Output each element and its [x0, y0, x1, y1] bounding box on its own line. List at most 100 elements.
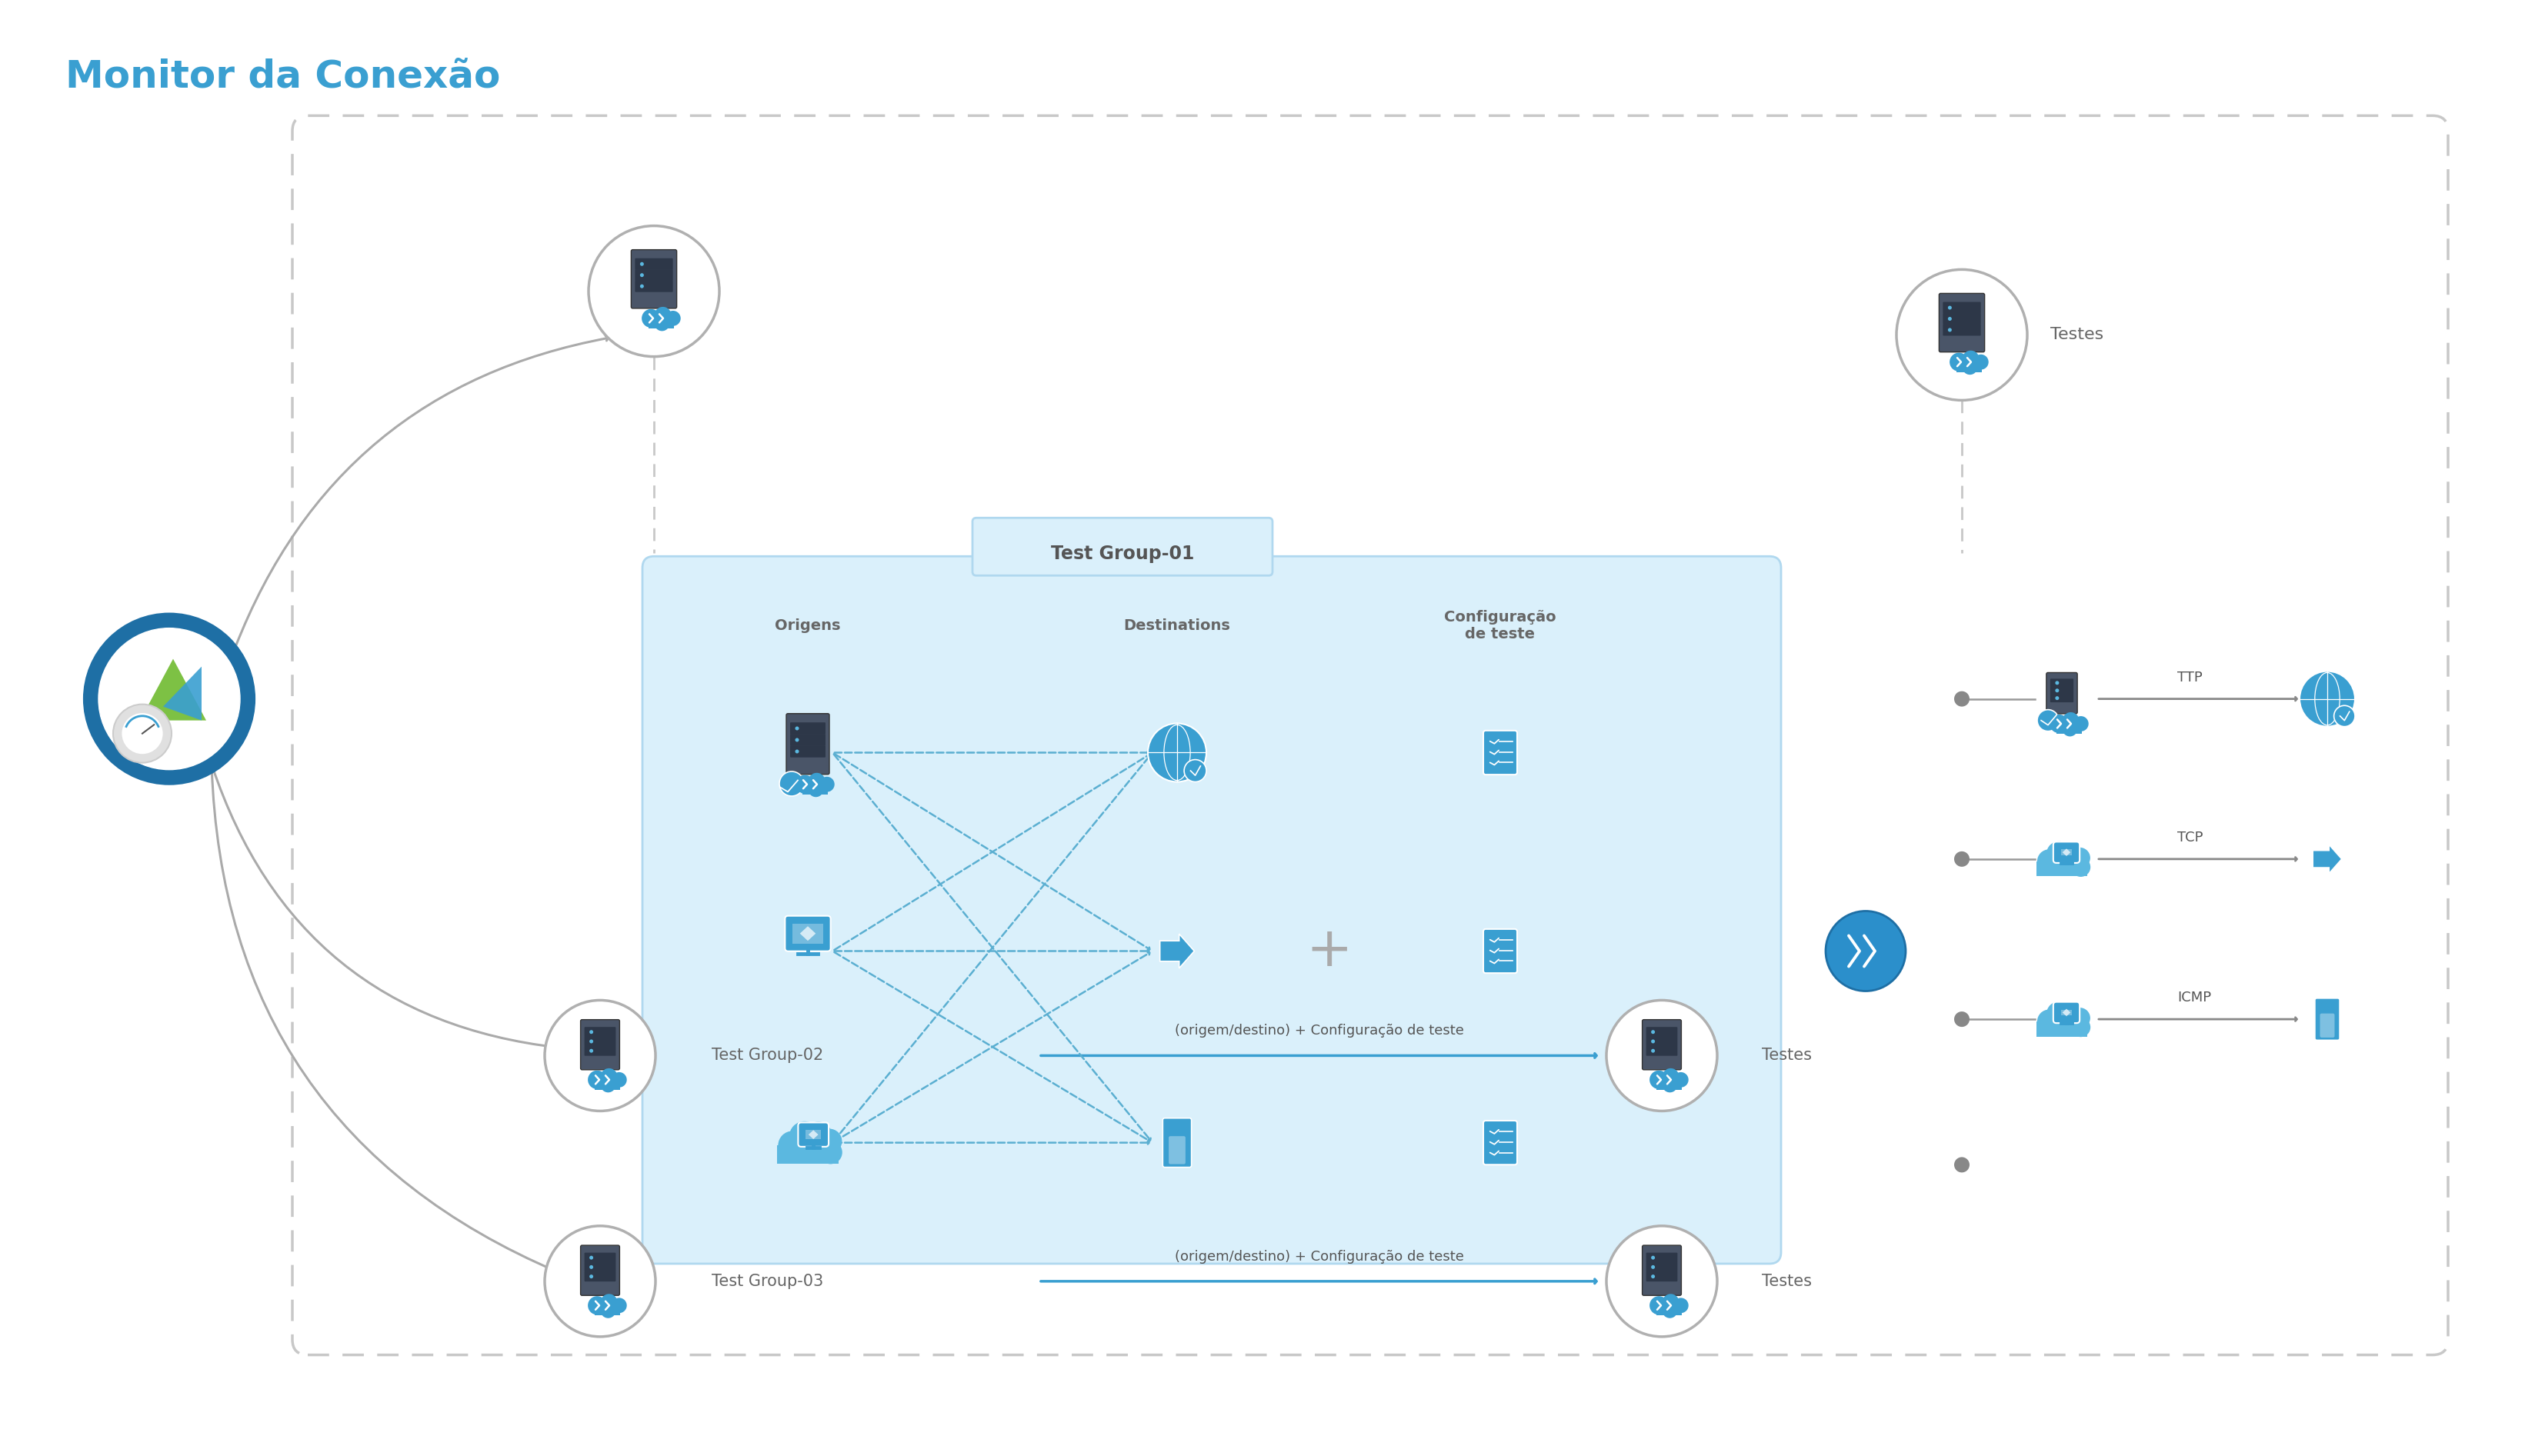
Circle shape [2063, 712, 2078, 729]
FancyBboxPatch shape [2055, 725, 2081, 734]
FancyBboxPatch shape [798, 1123, 828, 1147]
FancyBboxPatch shape [1482, 731, 1518, 775]
Circle shape [1651, 1040, 1654, 1044]
Text: Testes: Testes [2050, 328, 2103, 342]
Circle shape [86, 614, 255, 783]
Polygon shape [808, 1130, 818, 1139]
Text: Testes: Testes [1762, 1048, 1813, 1063]
Circle shape [808, 773, 826, 789]
Circle shape [2060, 1002, 2081, 1024]
Circle shape [1184, 760, 1207, 782]
Polygon shape [800, 926, 816, 941]
Circle shape [2055, 681, 2058, 684]
Circle shape [2045, 1002, 2073, 1026]
Text: Testes: Testes [1762, 1274, 1813, 1289]
Circle shape [2038, 709, 2058, 731]
FancyBboxPatch shape [790, 722, 826, 734]
Text: TCP: TCP [2177, 830, 2202, 844]
FancyBboxPatch shape [1641, 1245, 1682, 1296]
Circle shape [1975, 354, 1990, 370]
Circle shape [639, 284, 644, 288]
Text: Monitor da Conexão: Monitor da Conexão [66, 58, 500, 95]
Text: Destinations: Destinations [1124, 619, 1230, 633]
Circle shape [588, 1296, 606, 1315]
Polygon shape [139, 660, 207, 721]
Circle shape [121, 713, 162, 754]
FancyBboxPatch shape [583, 1026, 616, 1037]
Circle shape [1674, 1297, 1689, 1313]
Circle shape [639, 274, 644, 277]
FancyBboxPatch shape [2050, 686, 2073, 695]
FancyBboxPatch shape [1957, 364, 1982, 373]
FancyBboxPatch shape [2050, 695, 2073, 702]
Circle shape [818, 776, 833, 792]
Text: +: + [1305, 925, 1351, 977]
Circle shape [601, 1077, 616, 1092]
Circle shape [98, 628, 240, 770]
Polygon shape [2313, 844, 2341, 874]
FancyBboxPatch shape [2045, 673, 2078, 713]
Circle shape [588, 1274, 593, 1278]
Circle shape [667, 310, 682, 326]
Circle shape [2070, 847, 2091, 868]
FancyBboxPatch shape [1646, 1262, 1677, 1273]
FancyBboxPatch shape [2050, 678, 2073, 687]
Text: (origem/destino) + Configuração de teste: (origem/destino) + Configuração de teste [1174, 1024, 1464, 1038]
FancyBboxPatch shape [1939, 293, 1985, 352]
FancyBboxPatch shape [803, 786, 828, 795]
Circle shape [1954, 692, 1970, 706]
Text: Origens: Origens [775, 619, 841, 633]
Text: Configuração
de teste: Configuração de teste [1444, 610, 1555, 641]
FancyBboxPatch shape [1646, 1252, 1677, 1262]
Circle shape [1651, 1265, 1654, 1270]
FancyBboxPatch shape [641, 556, 1780, 1264]
FancyBboxPatch shape [2038, 1022, 2088, 1037]
Circle shape [654, 307, 672, 323]
Circle shape [1606, 1000, 1717, 1111]
Circle shape [1954, 852, 1970, 866]
FancyBboxPatch shape [1482, 929, 1518, 973]
FancyBboxPatch shape [785, 916, 831, 951]
FancyBboxPatch shape [581, 1245, 619, 1296]
FancyBboxPatch shape [581, 1019, 619, 1070]
Circle shape [545, 1000, 657, 1111]
Text: (origem/destino) + Configuração de teste: (origem/destino) + Configuração de teste [1174, 1249, 1464, 1264]
FancyBboxPatch shape [583, 1037, 616, 1047]
FancyBboxPatch shape [1646, 1026, 1677, 1037]
Circle shape [808, 782, 823, 796]
Circle shape [588, 1265, 593, 1270]
Circle shape [795, 727, 798, 731]
Circle shape [588, 1029, 593, 1034]
Circle shape [2038, 849, 2060, 874]
Circle shape [1947, 306, 1952, 310]
Circle shape [2055, 689, 2058, 693]
FancyBboxPatch shape [2315, 999, 2341, 1040]
Circle shape [1651, 1255, 1654, 1259]
FancyBboxPatch shape [583, 1045, 616, 1056]
Circle shape [2055, 696, 2058, 700]
Circle shape [1954, 1158, 1970, 1172]
Circle shape [2050, 715, 2068, 732]
FancyBboxPatch shape [1482, 1121, 1518, 1165]
Circle shape [805, 1121, 831, 1149]
Circle shape [1606, 1226, 1717, 1337]
FancyBboxPatch shape [793, 923, 823, 943]
Polygon shape [1159, 933, 1194, 968]
Text: TTP: TTP [2177, 670, 2202, 684]
Circle shape [1661, 1077, 1677, 1092]
FancyBboxPatch shape [649, 320, 674, 329]
Circle shape [611, 1297, 626, 1313]
FancyBboxPatch shape [1656, 1307, 1682, 1316]
Circle shape [2045, 842, 2073, 866]
Circle shape [1651, 1274, 1654, 1278]
Circle shape [601, 1069, 619, 1085]
FancyBboxPatch shape [2060, 849, 2073, 855]
FancyBboxPatch shape [1656, 1082, 1682, 1091]
FancyBboxPatch shape [1162, 1118, 1192, 1168]
Circle shape [2300, 671, 2356, 727]
FancyBboxPatch shape [778, 1146, 838, 1163]
FancyBboxPatch shape [2053, 1002, 2081, 1024]
Circle shape [795, 750, 798, 753]
Circle shape [2070, 1008, 2091, 1028]
Circle shape [1149, 724, 1207, 782]
